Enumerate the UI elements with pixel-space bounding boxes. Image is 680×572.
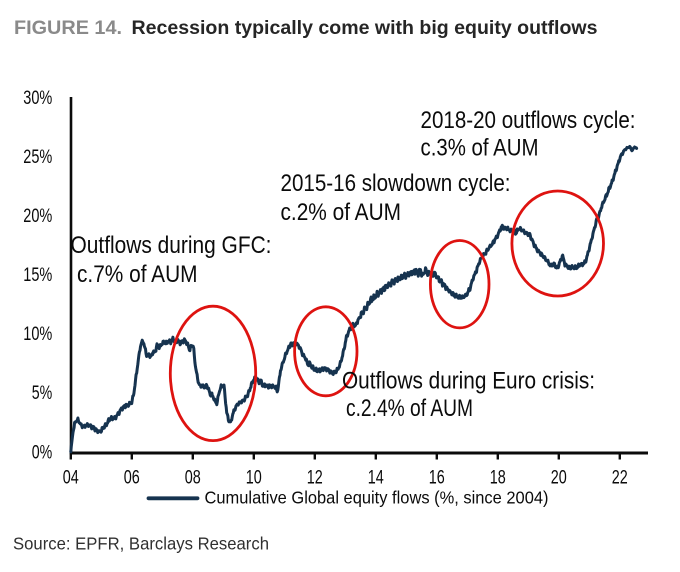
svg-text:2015-16 slowdown cycle:: 2015-16 slowdown cycle:: [281, 170, 511, 197]
svg-text:15%: 15%: [23, 265, 52, 286]
svg-text:Cumulative Global equity flows: Cumulative Global equity flows (%, since…: [205, 488, 549, 508]
svg-text:08: 08: [185, 467, 201, 489]
svg-text:2018-20 outflows cycle:: 2018-20 outflows cycle:: [421, 107, 636, 134]
svg-text:FIGURE 14.Recession typically: FIGURE 14. Recession typically come with …: [14, 17, 598, 39]
svg-text:10%: 10%: [23, 324, 52, 345]
svg-text:c.2% of AUM: c.2% of AUM: [281, 199, 402, 226]
svg-text:10: 10: [246, 467, 262, 489]
svg-text:06: 06: [124, 467, 140, 489]
svg-text:12: 12: [307, 467, 323, 489]
svg-text:20%: 20%: [23, 206, 52, 227]
svg-text:c.2.4% of AUM: c.2.4% of AUM: [346, 395, 473, 422]
svg-text:c.7% of AUM: c.7% of AUM: [77, 261, 198, 288]
svg-text:Outflows during GFC:: Outflows during GFC:: [71, 232, 272, 259]
svg-text:04: 04: [63, 467, 79, 489]
svg-text:Source: EPFR, Barclays Researc: Source: EPFR, Barclays Research: [13, 534, 269, 554]
svg-text:25%: 25%: [23, 147, 52, 168]
svg-text:0%: 0%: [32, 442, 53, 463]
svg-text:20: 20: [551, 467, 567, 489]
svg-text:c.3% of AUM: c.3% of AUM: [421, 135, 539, 162]
svg-text:Outflows during Euro crisis:: Outflows during Euro crisis:: [342, 368, 595, 395]
svg-text:5%: 5%: [32, 383, 53, 404]
svg-text:14: 14: [368, 467, 384, 489]
svg-text:18: 18: [490, 467, 506, 489]
svg-text:22: 22: [612, 467, 628, 489]
svg-text:30%: 30%: [23, 88, 52, 109]
svg-text:16: 16: [429, 467, 445, 489]
